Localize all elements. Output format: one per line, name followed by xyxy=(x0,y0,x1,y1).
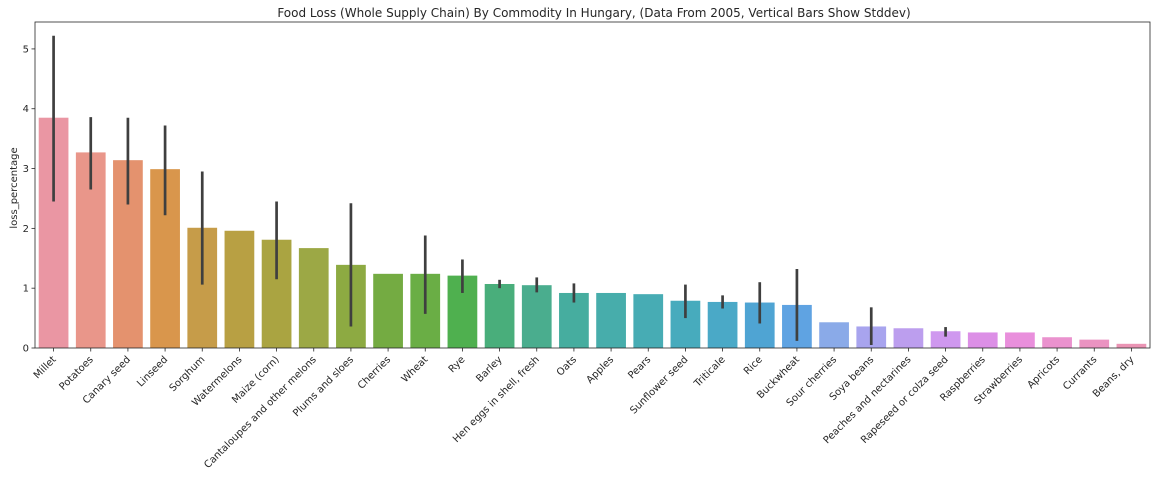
bar xyxy=(484,283,515,348)
bar xyxy=(707,301,738,348)
bar xyxy=(1116,343,1147,348)
x-tick-label: Cherries xyxy=(356,354,393,391)
bar xyxy=(1005,332,1035,348)
bar xyxy=(967,332,998,348)
x-tick-label: Linseed xyxy=(135,354,170,389)
x-tick-label: Apricots xyxy=(1026,354,1063,391)
x-tick-label: Barley xyxy=(474,354,504,384)
y-tick-label: 4 xyxy=(23,104,29,115)
x-tick-label: Pears xyxy=(626,354,653,381)
plot-frame xyxy=(34,21,1151,349)
bar xyxy=(373,273,403,348)
y-tick-label: 2 xyxy=(23,224,29,235)
bar xyxy=(224,230,255,348)
bar xyxy=(1042,337,1072,348)
y-tick-label: 1 xyxy=(23,284,29,295)
error-bars xyxy=(52,35,947,346)
bar xyxy=(633,294,664,348)
y-tick-label: 5 xyxy=(23,44,29,55)
bars xyxy=(38,117,1147,348)
chart-title: Food Loss (Whole Supply Chain) By Commod… xyxy=(277,6,910,20)
x-tick-label: Potatoes xyxy=(58,354,96,392)
x-tick-label: Sorghum xyxy=(168,354,208,394)
bar xyxy=(521,285,552,348)
x-tick-label: Apples xyxy=(585,354,617,386)
bar xyxy=(596,292,626,348)
y-tick-label: 0 xyxy=(23,344,29,355)
x-tick-label: Oats xyxy=(555,354,579,378)
bar xyxy=(298,248,329,348)
bar xyxy=(1079,339,1110,348)
x-tick-label: Rye xyxy=(447,354,468,375)
y-axis: 0 1 2 3 4 5 xyxy=(23,44,35,355)
x-tick-label: Currants xyxy=(1061,354,1099,392)
y-axis-label: loss_percentage xyxy=(9,147,20,228)
x-tick-label: Triticale xyxy=(692,354,728,390)
bar xyxy=(819,322,849,348)
x-tick-label: Wheat xyxy=(400,354,431,385)
x-tick-label: Millet xyxy=(32,354,59,381)
x-tick-label: Rice xyxy=(742,354,765,377)
bar xyxy=(930,331,961,348)
bar xyxy=(893,328,924,348)
y-tick-label: 3 xyxy=(23,164,29,175)
